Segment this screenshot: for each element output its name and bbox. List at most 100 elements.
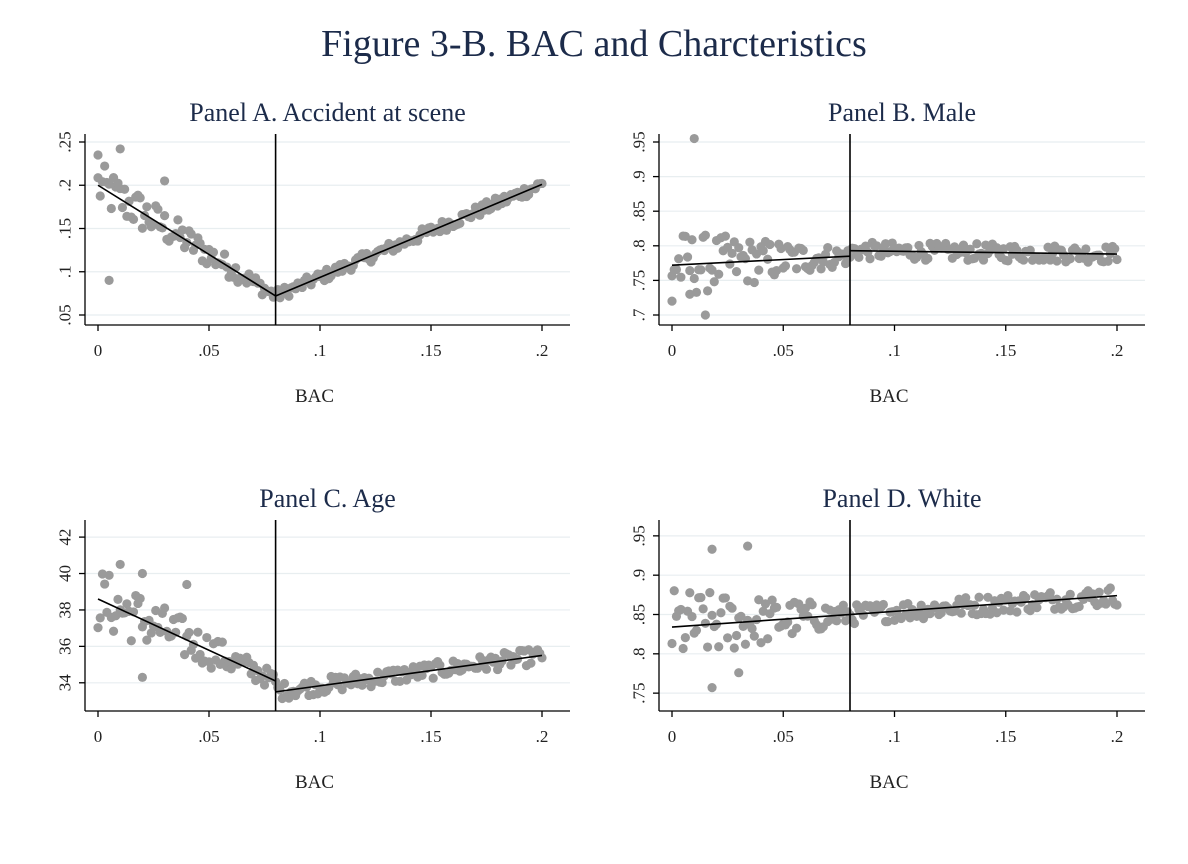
scatter-point <box>685 289 695 299</box>
scatter-point <box>115 144 125 154</box>
scatter-point <box>179 649 190 660</box>
scatter-point <box>137 672 147 682</box>
scatter-point <box>707 265 717 275</box>
scatter-point <box>707 683 717 693</box>
scatter-point <box>682 252 693 262</box>
scatter-point <box>217 637 227 647</box>
panels: Panel A. Accident at scene .05 .1 .15 .2 .25 0… <box>56 98 1145 793</box>
scatter-point <box>113 594 123 604</box>
scatter-point <box>678 643 688 654</box>
scatter-point <box>104 275 114 285</box>
scatter-point <box>1112 254 1122 265</box>
scatter-point <box>428 673 438 683</box>
y-tick-label: .75 <box>630 683 649 704</box>
fit-line <box>671 255 851 266</box>
scatter-point <box>998 605 1009 615</box>
scatter-point <box>137 223 147 233</box>
scatter-point <box>881 239 891 249</box>
x-tick-label: .1 <box>888 341 901 360</box>
scatter-point <box>798 245 808 255</box>
scatter-point <box>734 243 744 253</box>
scatter-point <box>854 252 864 262</box>
scatter-point <box>108 626 119 636</box>
scatter-point <box>526 658 536 668</box>
scatter-point <box>100 579 110 589</box>
scatter-point <box>792 264 802 274</box>
x-tick-label: .2 <box>1111 727 1124 746</box>
scatter-point <box>792 623 802 633</box>
scatter-point <box>923 253 933 264</box>
scatter-point <box>767 595 777 605</box>
x-tick-label: .05 <box>773 727 794 746</box>
scatter-point <box>961 593 971 603</box>
scatter-point <box>671 264 682 275</box>
scatter-point <box>173 215 183 225</box>
scatter-point <box>126 636 136 646</box>
x-tick-label: .1 <box>314 341 327 360</box>
scatter-point <box>731 267 742 277</box>
scatter-point <box>128 214 139 224</box>
scatter-point <box>182 237 192 248</box>
scatter-point <box>958 240 969 250</box>
scatter-point <box>723 633 733 643</box>
fit-line <box>97 184 277 297</box>
scatter-point <box>244 269 254 279</box>
x-axis-label: BAC <box>295 386 334 407</box>
panel-1: Panel A. Accident at scene .05 .1 .15 .2 .25 0… <box>56 98 570 407</box>
scatter-point <box>142 635 152 645</box>
scatter-point <box>956 608 966 618</box>
scatter-point <box>1094 587 1104 597</box>
scatter-point <box>122 599 132 609</box>
x-tick-label: 0 <box>94 341 103 360</box>
panel-title: Panel B. Male <box>828 98 976 127</box>
scatter-point <box>537 178 547 189</box>
scatter-point <box>93 623 103 633</box>
scatter-point <box>1105 583 1115 593</box>
x-tick-label: .1 <box>888 727 901 746</box>
scatter-point <box>1003 256 1013 266</box>
scatter-point <box>676 272 686 282</box>
scatter-point <box>100 161 110 171</box>
scatter-point <box>1081 244 1091 254</box>
x-tick-label: 0 <box>94 727 103 746</box>
scatter-point <box>153 204 163 214</box>
scatter-point <box>135 593 145 604</box>
scatter-point <box>725 259 735 269</box>
scatter-point <box>709 277 719 287</box>
x-tick-label: .1 <box>314 727 327 746</box>
scatter-point <box>727 603 737 613</box>
scatter-point <box>182 579 192 590</box>
scatter-point <box>202 632 212 643</box>
scatter-point <box>698 604 708 614</box>
y-tick-label: .9 <box>630 569 649 582</box>
x-axis-label: BAC <box>869 386 908 407</box>
x-tick-label: .15 <box>420 727 441 746</box>
scatter-point <box>691 625 702 635</box>
scatter-point <box>1110 244 1120 254</box>
scatter-point <box>93 150 103 160</box>
scatter-point <box>1021 593 1031 603</box>
scatter-point <box>186 229 196 239</box>
scatter-point <box>849 618 860 629</box>
x-tick-label: .15 <box>420 341 441 360</box>
fit-line <box>275 654 543 693</box>
x-tick-label: .2 <box>536 341 549 360</box>
scatter-point <box>1003 590 1013 601</box>
scatter-point <box>972 239 982 249</box>
scatter-point <box>680 633 690 643</box>
fit-line <box>275 183 543 297</box>
scatter-point <box>669 586 679 596</box>
y-tick-label: .7 <box>630 308 649 321</box>
scatter-point <box>1018 255 1029 265</box>
scatter-point <box>160 603 170 613</box>
y-tick-label: .15 <box>56 218 75 239</box>
scatter-point <box>838 600 848 610</box>
y-tick-label: .95 <box>630 131 649 152</box>
scatter-point <box>1032 602 1042 613</box>
scatter-point <box>716 608 726 618</box>
scatter-point <box>157 223 167 233</box>
y-tick-label: .75 <box>630 270 649 291</box>
scatter-point <box>734 668 744 678</box>
scatter-point <box>481 664 492 674</box>
scatter-point <box>758 246 768 256</box>
